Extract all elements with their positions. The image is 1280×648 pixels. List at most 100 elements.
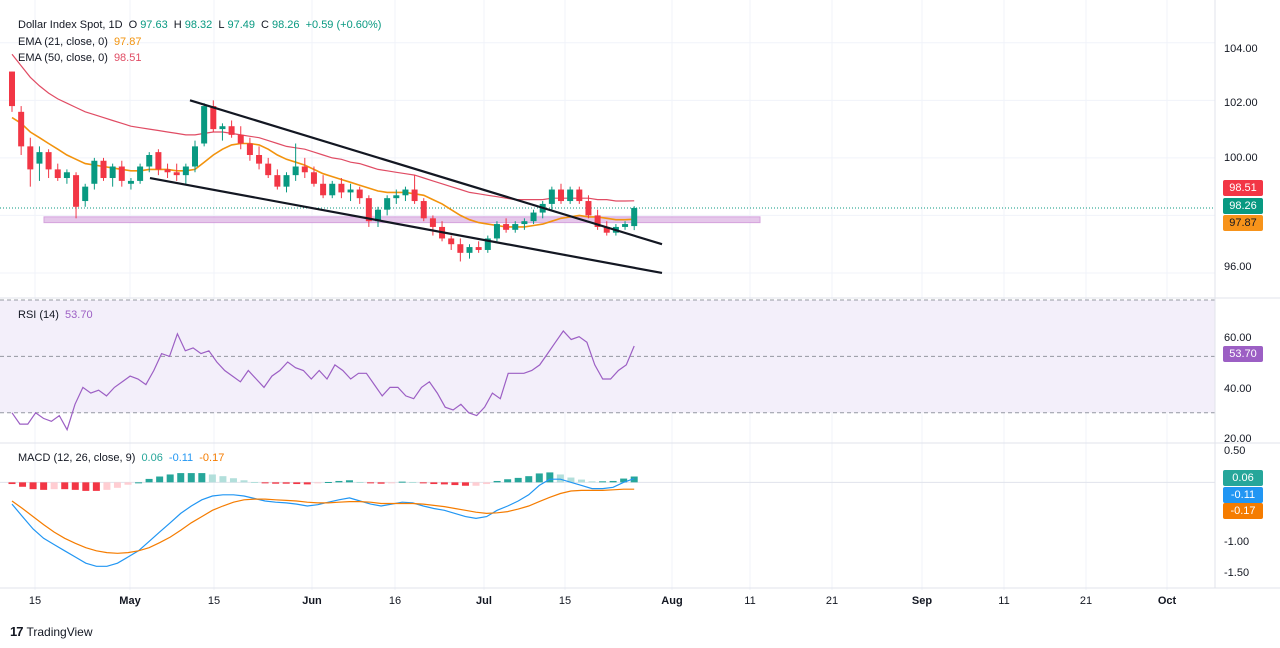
macd-histogram-bar	[620, 478, 628, 483]
macd-badge: 0.06	[1223, 470, 1263, 486]
rsi-band	[0, 300, 1215, 413]
candle-body	[127, 180, 134, 184]
candle-body	[192, 146, 198, 167]
candle-body	[631, 207, 638, 227]
macd-histogram-bar	[546, 472, 554, 483]
candle-body	[356, 189, 363, 199]
macd-histogram-bar	[166, 474, 174, 483]
candle-body	[219, 126, 226, 130]
price-tick: 100.00	[1224, 152, 1258, 164]
tradingview-logo[interactable]: 17 TradingView	[10, 624, 93, 639]
candle-body	[173, 172, 180, 176]
macd-value: 0.06	[141, 452, 163, 464]
candle-body	[146, 155, 153, 167]
candle-body	[594, 215, 601, 227]
candle-body	[210, 106, 217, 130]
close-value: 98.26	[272, 19, 300, 31]
macd-histogram-bar	[282, 482, 290, 484]
tradingview-logo-icon: 17	[10, 624, 24, 639]
candle-body	[503, 224, 510, 230]
macd-histogram-bar	[145, 478, 153, 483]
x-tick: 11	[744, 595, 756, 607]
candle-body	[338, 183, 345, 193]
rsi-badge: 53.70	[1223, 346, 1263, 362]
macd-tick: 0.50	[1224, 445, 1246, 457]
ema21-label: EMA (21, close, 0)	[18, 36, 108, 48]
price-tick: 102.00	[1224, 97, 1258, 109]
trendline-upper	[189, 99, 663, 246]
trendline-lower	[149, 176, 663, 275]
ema50-price-badge: 98.51	[1223, 180, 1263, 196]
rsi-tick: 60.00	[1224, 332, 1252, 344]
candle-body	[63, 172, 70, 179]
candle-body	[54, 169, 61, 179]
x-tick: Jul	[476, 595, 492, 607]
candle-body	[548, 189, 555, 204]
candle-body	[484, 238, 491, 250]
candle-body	[329, 183, 336, 196]
macd-histogram-bar	[599, 481, 607, 483]
candle-body	[411, 189, 418, 202]
rsi-legend[interactable]: RSI (14) 53.70	[18, 308, 96, 322]
hist-value: -0.17	[199, 452, 225, 464]
macd-histogram-bar	[8, 482, 16, 485]
candle-body	[301, 166, 308, 173]
x-tick: Aug	[661, 595, 683, 607]
ema21-legend[interactable]: EMA (21, close, 0) 97.87	[18, 35, 144, 49]
macd-histogram-bar	[219, 476, 227, 483]
close-price-badge: 98.26	[1223, 198, 1263, 214]
candle-body	[155, 152, 162, 170]
macd-histogram-bar	[261, 482, 269, 484]
ema50-line	[11, 53, 635, 202]
macd-histogram-bar	[493, 480, 501, 483]
price-tick: 104.00	[1224, 43, 1258, 55]
macd-histogram-bar	[50, 482, 58, 490]
high-value: 98.32	[184, 19, 213, 31]
x-tick: Sep	[911, 595, 933, 607]
macd-histogram-bar	[430, 482, 438, 485]
macd-histogram-bar	[609, 480, 617, 483]
macd-histogram-bar	[61, 482, 69, 490]
candle-body	[493, 224, 500, 239]
candle-body	[466, 247, 473, 253]
candle-body	[36, 152, 43, 164]
macd-histogram-bar	[187, 473, 195, 483]
price-tick: 96.00	[1224, 261, 1252, 273]
candle-body	[237, 134, 244, 144]
candle-body	[246, 143, 253, 155]
hist-badge: -0.17	[1223, 503, 1263, 519]
candle-body	[320, 183, 327, 196]
signal-line	[11, 488, 635, 554]
x-tick: 21	[825, 595, 839, 607]
candle-body	[530, 212, 537, 222]
price-legend: Dollar Index Spot, 1D O 97.63 H 98.32 L 97.…	[18, 19, 382, 31]
macd-legend[interactable]: MACD (12, 26, close, 9) 0.06 -0.11 -0.17	[18, 451, 227, 465]
candle-body	[393, 195, 400, 199]
x-tick: Oct	[1157, 595, 1177, 607]
ema21-value: 97.87	[113, 36, 142, 48]
symbol-label: Dollar Index Spot, 1D	[18, 19, 123, 31]
grid	[0, 0, 1215, 590]
candle-body	[164, 169, 171, 173]
macd-histogram-bar	[504, 479, 512, 483]
macd-histogram-bar	[461, 482, 469, 486]
macd-histogram-bar	[272, 482, 280, 484]
macd-histogram-bar	[71, 482, 79, 490]
candle-body	[82, 186, 89, 202]
macd-histogram-bar	[92, 482, 100, 491]
x-tick: 15	[207, 595, 221, 607]
rsi-pane	[0, 299, 1215, 432]
ema50-legend[interactable]: EMA (50, close, 0) 98.51	[18, 51, 144, 65]
macd-histogram-bar	[345, 480, 353, 483]
macd-histogram-bar	[156, 476, 164, 483]
rsi-tick: 40.00	[1224, 383, 1252, 395]
x-tick: 16	[388, 595, 402, 607]
ema21-line	[11, 116, 635, 228]
macd-histogram-bar	[514, 477, 522, 483]
candle-body	[365, 198, 372, 222]
macd-line	[11, 478, 635, 567]
macd-histogram-bar	[324, 481, 332, 483]
macd-label: MACD (12, 26, close, 9)	[18, 452, 136, 464]
candle-body	[347, 189, 354, 193]
